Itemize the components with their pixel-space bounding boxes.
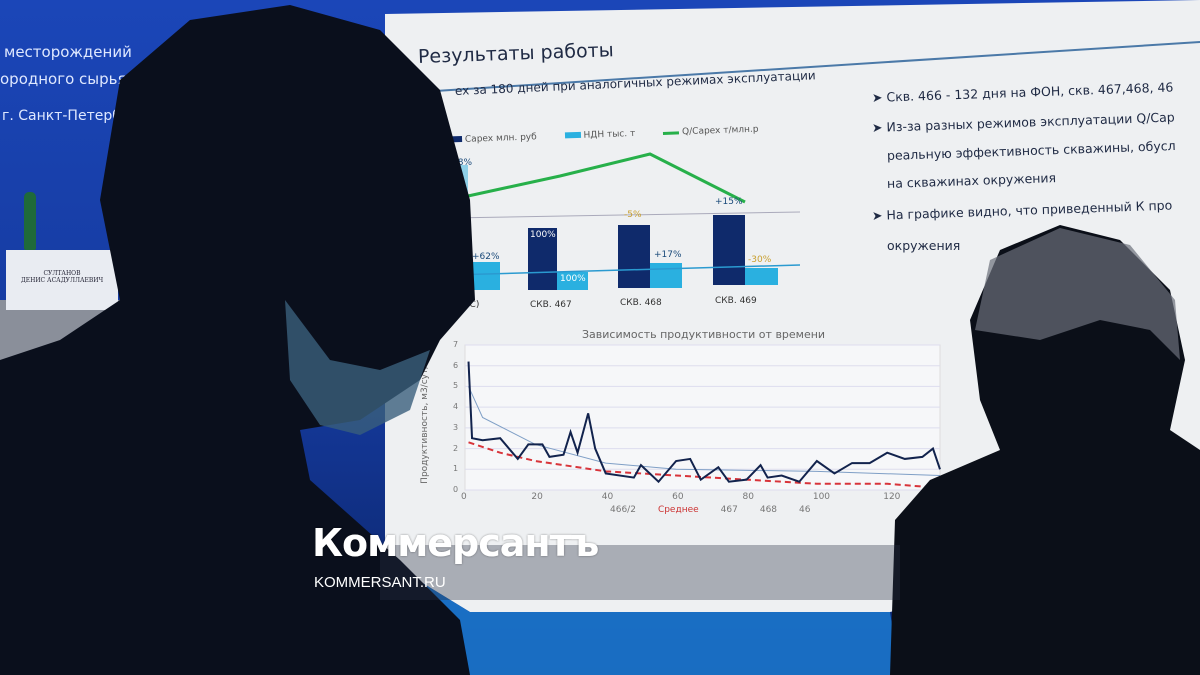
series-line <box>467 361 941 484</box>
nameplate: СУЛТАНОВ ДЕНИС АСАДУЛЛАЕВИЧ <box>6 250 118 310</box>
category-label: СКВ. 469 <box>715 296 757 306</box>
banner-text: ородного сырья <box>0 70 127 88</box>
ndn-label: +17% <box>654 250 682 260</box>
x-tick: 20 <box>531 492 543 502</box>
woman-silhouette <box>890 225 1200 675</box>
category-label: СКВ. 468 <box>620 298 662 308</box>
watermark-url: KOMMERSANT.RU <box>314 574 446 591</box>
banner-text: месторождений <box>4 43 132 61</box>
bullet-3-cont: окружения <box>887 238 961 253</box>
capex-bar <box>618 225 650 288</box>
ndn-label: +62% <box>472 252 500 262</box>
category-label: СКВ. 467 <box>530 300 572 310</box>
y-tick: 5 <box>453 381 459 391</box>
capex-label: +15% <box>715 197 743 207</box>
watermark-logo: Коммерсантъ <box>312 521 599 565</box>
line-chart-title: Зависимость продуктивности от времени <box>582 328 826 341</box>
ndn-label: 100% <box>560 274 586 284</box>
series-line <box>468 441 941 489</box>
nameplate-name: СУЛТАНОВ <box>43 270 81 277</box>
capex-bar <box>713 215 745 285</box>
bottle <box>24 192 36 250</box>
watermark-band <box>380 545 900 600</box>
series-line <box>468 386 941 476</box>
y-tick: 3 <box>453 422 459 432</box>
banner-text: г. Санкт-Петерб <box>2 108 121 124</box>
y-tick: 1 <box>453 464 459 474</box>
man-silhouette <box>0 5 475 675</box>
y-tick: 7 <box>453 340 459 349</box>
nameplate-patronymic: ДЕНИС АСАДУЛЛАЕВИЧ <box>20 277 104 284</box>
x-tick: 0 <box>461 492 467 502</box>
ndn-bar <box>557 272 588 290</box>
capex-label: -5% <box>624 210 642 220</box>
y-tick: 6 <box>453 360 459 370</box>
woman-hair <box>975 228 1180 360</box>
ndn-label: -30% <box>748 255 772 265</box>
ndn-bar <box>650 263 682 288</box>
line-chart-legend: 466/2 Среднее 467 468 46 <box>610 505 811 515</box>
x-tick: 100 <box>812 492 831 502</box>
capex-bar <box>528 228 557 290</box>
y-tick: 2 <box>453 443 459 453</box>
ndn-bar <box>745 268 778 285</box>
y-tick: 4 <box>453 402 459 412</box>
x-tick: 80 <box>742 492 754 502</box>
y-tick: 0 <box>453 485 459 494</box>
capex-label: 88% <box>452 158 473 168</box>
mask <box>285 300 430 435</box>
capex-label: 100% <box>530 230 556 240</box>
x-tick: 40 <box>601 492 614 502</box>
x-tick: 60 <box>672 492 684 502</box>
x-tick: 120 <box>883 492 901 502</box>
